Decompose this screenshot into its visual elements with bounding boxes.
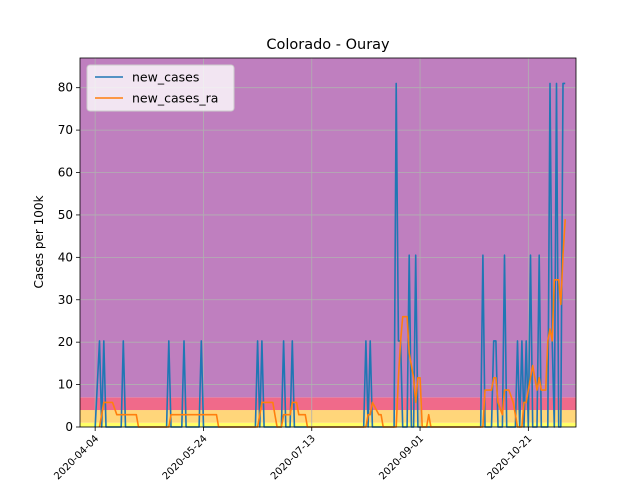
y-tick-label: 70: [58, 123, 73, 137]
risk-bands: [80, 58, 576, 427]
risk-band-0: [80, 422, 576, 427]
risk-band-2: [80, 397, 576, 411]
x-tick-label: 2020-10-21: [486, 433, 535, 480]
chart-title: Colorado - Ouray: [266, 37, 390, 53]
y-tick-label: 40: [58, 250, 73, 264]
y-axis-label: Cases per 100k: [32, 195, 46, 288]
x-tick-label: 2020-05-24: [161, 433, 210, 480]
y-tick-label: 20: [58, 335, 73, 349]
y-tick-label: 60: [58, 166, 73, 180]
x-tick-label: 2020-09-01: [377, 433, 426, 480]
legend: new_cases new_cases_ra: [86, 64, 235, 112]
y-axis: 0 10 20 30 40 50 60 70 80: [58, 81, 80, 434]
y-tick-label: 50: [58, 208, 73, 222]
legend-box: [86, 64, 235, 112]
legend-label-new_cases_ra: new_cases_ra: [132, 91, 218, 106]
y-tick-label: 0: [65, 420, 73, 434]
x-tick-label: 2020-04-04: [52, 433, 101, 480]
y-tick-label: 10: [58, 378, 73, 392]
series-line-new_cases_ra: [98, 219, 566, 428]
y-tick-label: 30: [58, 293, 73, 307]
x-axis: 2020-04-04 2020-05-24 2020-07-13 2020-09-01…: [52, 427, 534, 480]
x-tick-label: 2020-07-13: [269, 433, 318, 480]
legend-label-new_cases: new_cases: [132, 70, 199, 85]
y-tick-label: 80: [58, 81, 73, 95]
plot-frame: [79, 57, 577, 428]
